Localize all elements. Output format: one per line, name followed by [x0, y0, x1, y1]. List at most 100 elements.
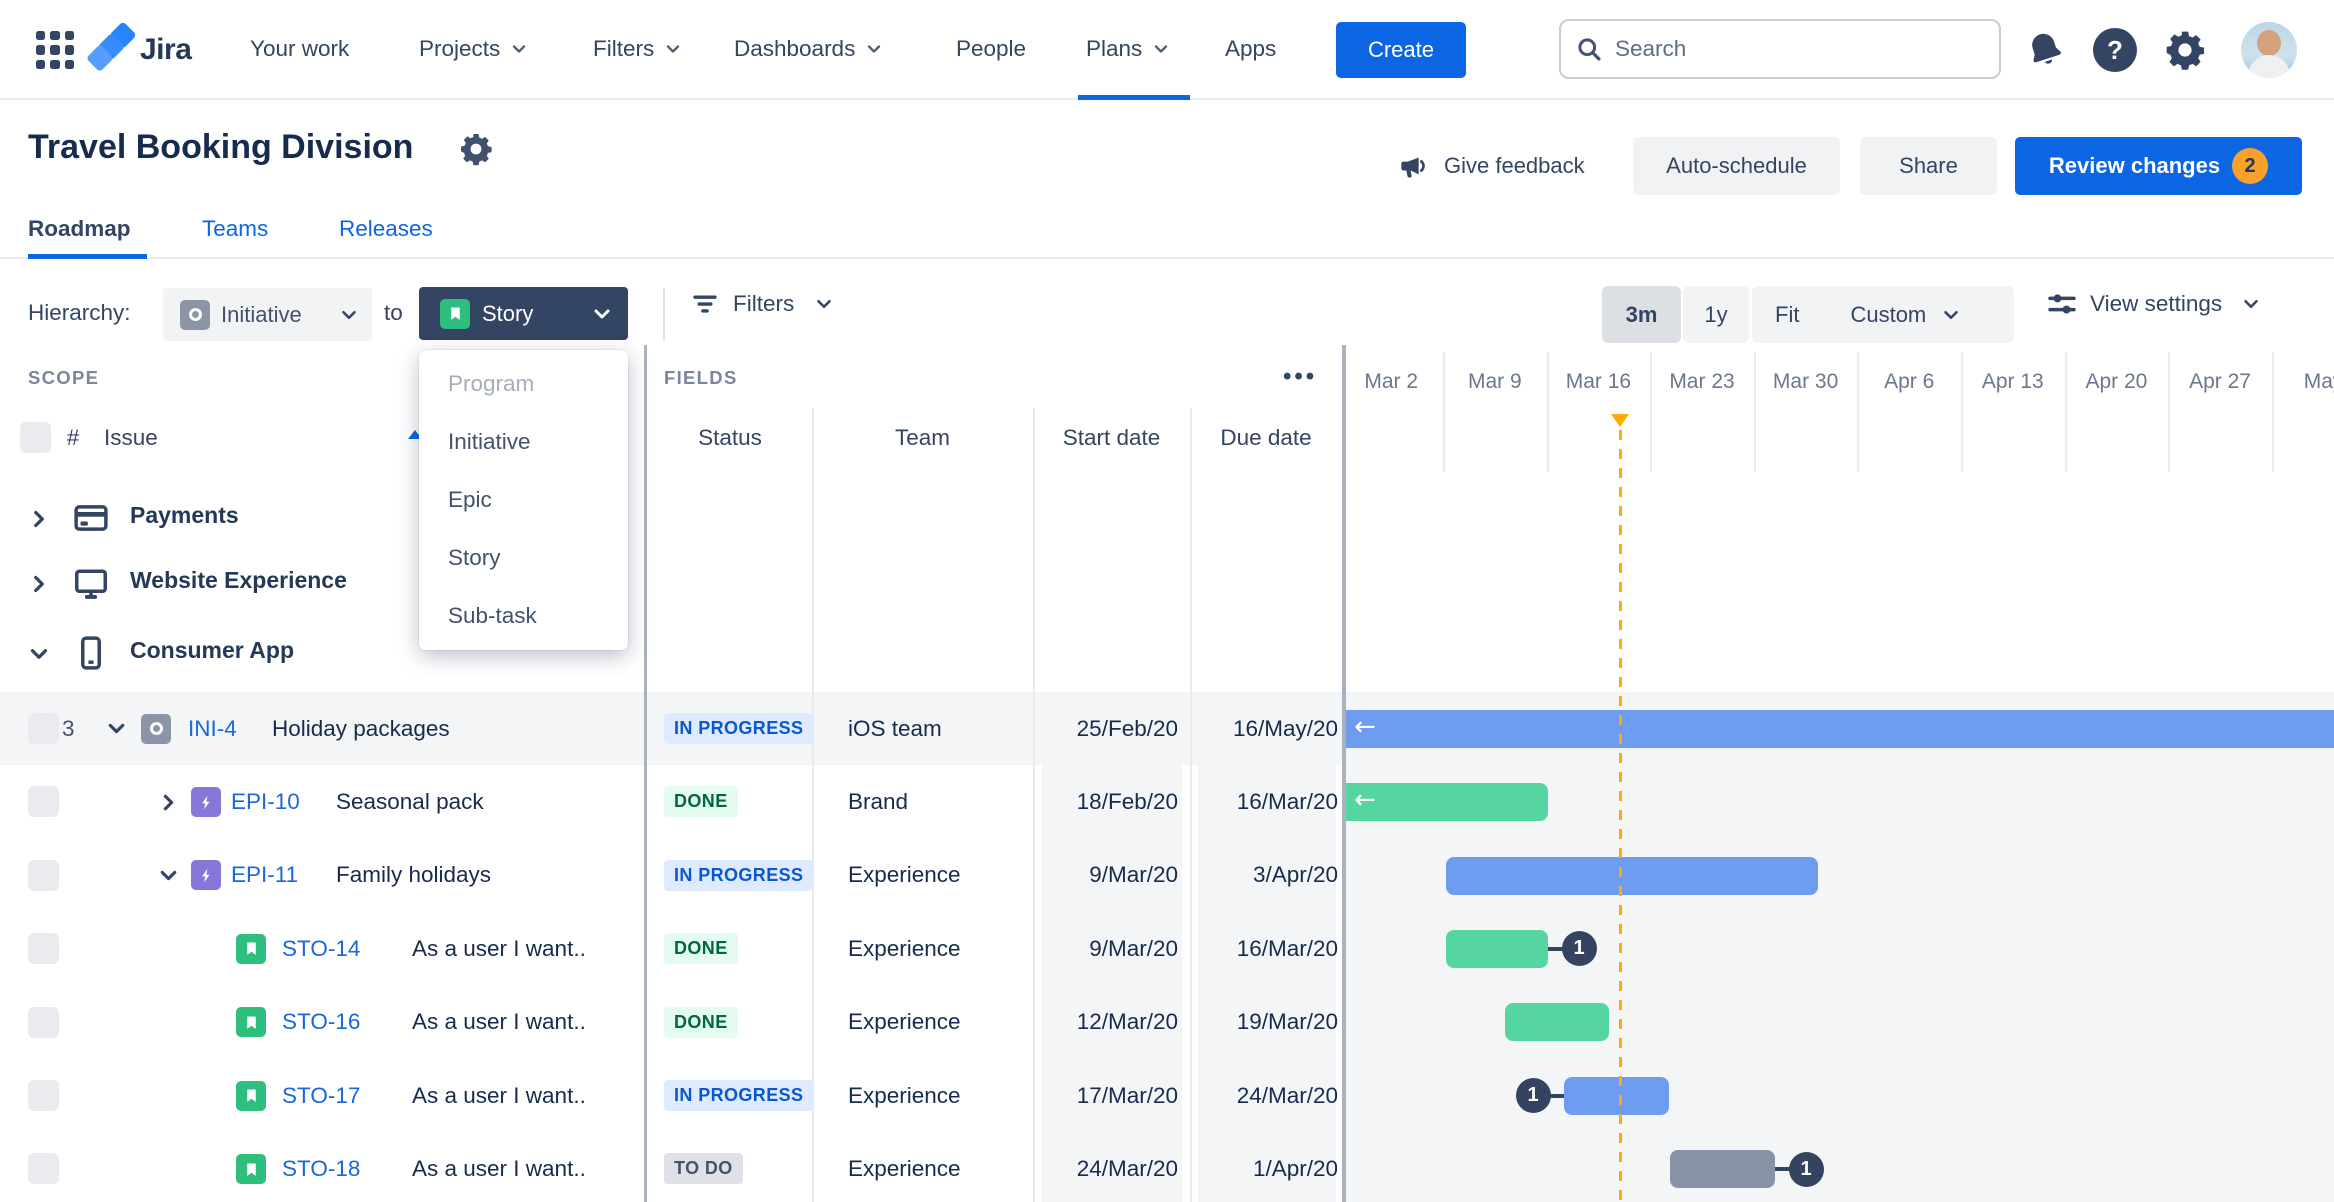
chevron-down-icon[interactable]	[156, 839, 181, 912]
search-input[interactable]	[1615, 36, 1945, 62]
scope-group-payments[interactable]: Payments	[0, 485, 644, 551]
nav-item-projects[interactable]: Projects	[419, 0, 529, 98]
column-header-number[interactable]: #	[66, 425, 80, 450]
nav-item-apps[interactable]: Apps	[1225, 36, 1277, 61]
start-date-cell[interactable]: 18/Feb/20	[1076, 789, 1178, 815]
issue-key[interactable]: STO-17	[282, 1082, 361, 1108]
jira-logo-icon[interactable]	[86, 22, 140, 78]
app-switcher-icon[interactable]	[36, 31, 74, 69]
chevron-right-icon[interactable]	[156, 765, 181, 838]
scope-row-STO-18[interactable]: STO-18 As a user I want..	[0, 1132, 644, 1202]
scope-row-STO-17[interactable]: STO-17 As a user I want..	[0, 1059, 644, 1132]
review-changes-button[interactable]: Review changes 2	[2015, 137, 2302, 195]
column-header-start-date[interactable]: Start date	[1062, 425, 1161, 450]
status-badge[interactable]: DONE	[664, 933, 738, 965]
tab-roadmap[interactable]: Roadmap	[28, 216, 131, 241]
due-date-cell[interactable]: 16/May/20	[1232, 715, 1338, 741]
row-checkbox[interactable]	[28, 713, 59, 744]
scope-row-STO-14[interactable]: STO-14 As a user I want..	[0, 912, 644, 985]
auto-schedule-button[interactable]: Auto-schedule	[1633, 137, 1840, 195]
gantt-bar-INI-4[interactable]: ←	[1346, 709, 2334, 748]
range-1y-button[interactable]: 1y	[1683, 286, 1749, 343]
plan-settings-gear-icon[interactable]	[458, 131, 494, 167]
range-3m-button[interactable]: 3m	[1602, 286, 1681, 343]
gantt-bar-EPI-11[interactable]	[1446, 856, 1818, 895]
select-all-checkbox[interactable]	[20, 422, 51, 453]
scope-group-consumer-app[interactable]: Consumer App	[0, 620, 644, 686]
start-date-cell[interactable]: 24/Mar/20	[1076, 1156, 1178, 1182]
help-icon[interactable]: ?	[2093, 0, 2137, 100]
team-cell[interactable]: Experience	[848, 862, 961, 888]
status-badge[interactable]: TO DO	[664, 1153, 743, 1185]
dependency-count-badge[interactable]: 1	[1561, 931, 1597, 967]
start-date-cell[interactable]: 12/Mar/20	[1076, 1009, 1178, 1035]
row-checkbox[interactable]	[28, 1153, 59, 1185]
chevron-right-icon[interactable]	[26, 506, 52, 532]
gantt-bar-STO-17[interactable]	[1564, 1076, 1669, 1115]
nav-item-filters[interactable]: Filters	[593, 0, 683, 98]
nav-item-dashboards[interactable]: Dashboards	[734, 0, 884, 98]
hierarchy-from-dropdown[interactable]: Initiative	[163, 288, 372, 341]
tab-teams[interactable]: Teams	[202, 216, 269, 241]
row-checkbox[interactable]	[28, 786, 59, 818]
nav-item-people[interactable]: People	[956, 36, 1027, 61]
fields-more-icon[interactable]: •••	[1283, 363, 1318, 390]
menu-item-initiative[interactable]: Initiative	[448, 429, 531, 454]
gantt-bar-STO-14[interactable]	[1446, 929, 1548, 968]
start-date-cell[interactable]: 9/Mar/20	[1089, 935, 1178, 961]
range-custom-button[interactable]: Custom	[1850, 301, 1927, 327]
issue-key[interactable]: STO-16	[282, 1009, 361, 1035]
start-date-cell[interactable]: 17/Mar/20	[1076, 1082, 1178, 1108]
dependency-count-badge[interactable]: 1	[1515, 1078, 1551, 1114]
hierarchy-to-dropdown[interactable]: Story	[419, 287, 628, 340]
row-checkbox[interactable]	[28, 933, 59, 965]
notifications-icon[interactable]	[2024, 0, 2066, 100]
menu-item-story[interactable]: Story	[448, 545, 501, 570]
column-header-due-date[interactable]: Due date	[1220, 425, 1312, 450]
chevron-right-icon[interactable]	[26, 571, 52, 597]
dependency-count-badge[interactable]: 1	[1788, 1151, 1824, 1187]
column-header-issue[interactable]: Issue	[104, 425, 158, 450]
start-date-cell[interactable]: 25/Feb/20	[1076, 715, 1178, 741]
scope-row-EPI-11[interactable]: EPI-11 Family holidays	[0, 839, 644, 912]
status-badge[interactable]: DONE	[664, 786, 738, 818]
global-search[interactable]	[1559, 19, 2001, 79]
status-badge[interactable]: IN PROGRESS	[664, 713, 814, 744]
column-header-status[interactable]: Status	[698, 425, 762, 450]
menu-item-sub-task[interactable]: Sub-task	[448, 603, 537, 628]
scope-row-EPI-10[interactable]: EPI-10 Seasonal pack	[0, 765, 644, 838]
issue-key[interactable]: STO-18	[282, 1156, 361, 1182]
row-checkbox[interactable]	[28, 859, 59, 891]
issue-key[interactable]: INI-4	[188, 715, 237, 741]
gantt-bar-STO-18[interactable]	[1670, 1150, 1775, 1189]
share-button[interactable]: Share	[1860, 137, 1997, 195]
filters-dropdown[interactable]: Filters	[690, 262, 835, 345]
team-cell[interactable]: Brand	[848, 789, 909, 815]
due-date-cell[interactable]: 16/Mar/20	[1236, 789, 1338, 815]
due-date-cell[interactable]: 1/Apr/20	[1252, 1156, 1338, 1182]
view-settings-dropdown[interactable]: View settings	[2046, 262, 2262, 345]
due-date-cell[interactable]: 19/Mar/20	[1236, 1009, 1338, 1035]
chevron-down-icon[interactable]	[104, 692, 129, 765]
status-badge[interactable]: IN PROGRESS	[664, 1080, 814, 1111]
status-badge[interactable]: IN PROGRESS	[664, 859, 814, 891]
chevron-down-icon[interactable]	[26, 641, 52, 667]
start-date-cell[interactable]: 9/Mar/20	[1089, 862, 1178, 888]
nav-item-plans[interactable]: Plans	[1086, 0, 1171, 98]
due-date-cell[interactable]: 16/Mar/20	[1236, 935, 1338, 961]
user-avatar[interactable]	[2241, 0, 2297, 100]
issue-key[interactable]: EPI-10	[231, 789, 300, 815]
status-badge[interactable]: DONE	[664, 1006, 738, 1038]
gantt-bar-EPI-10[interactable]: ←	[1346, 783, 1548, 822]
fields-timeline-divider[interactable]	[1342, 345, 1346, 1202]
create-button[interactable]: Create	[1336, 22, 1466, 78]
team-cell[interactable]: iOS team	[848, 715, 942, 741]
give-feedback-button[interactable]: Give feedback	[1398, 137, 1585, 195]
scope-fields-divider[interactable]	[644, 345, 647, 1202]
due-date-cell[interactable]: 3/Apr/20	[1252, 862, 1338, 888]
range-fit-button[interactable]: Fit	[1775, 301, 1800, 327]
issue-key[interactable]: EPI-11	[231, 862, 299, 888]
scope-row-INI-4[interactable]: 3 INI-4 Holiday packages	[0, 692, 644, 765]
menu-item-epic[interactable]: Epic	[448, 487, 492, 512]
due-date-cell[interactable]: 24/Mar/20	[1236, 1082, 1338, 1108]
